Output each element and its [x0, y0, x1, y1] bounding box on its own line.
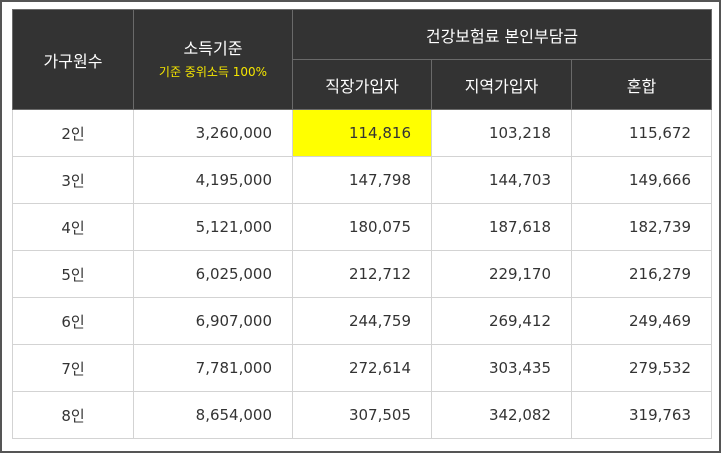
table-row: 6인 6,907,000 244,759 269,412 249,469 [12, 297, 713, 345]
cell-household-size: 6인 [12, 297, 134, 345]
cell-employee: 147,798 [292, 156, 432, 204]
cell-regional: 229,170 [431, 250, 572, 298]
cell-household-size: 7인 [12, 344, 134, 392]
table-row: 8인 8,654,000 307,505 342,082 319,763 [12, 391, 713, 439]
header-mixed: 혼합 [570, 59, 713, 110]
table-row: 5인 6,025,000 212,712 229,170 216,279 [12, 250, 713, 298]
cell-regional: 342,082 [431, 391, 572, 439]
cell-mixed: 216,279 [570, 250, 713, 298]
cell-household-size: 3인 [12, 156, 134, 204]
table-row: 3인 4,195,000 147,798 144,703 149,666 [12, 156, 713, 204]
header-income-note: 기준 중위소득 100% [158, 65, 268, 79]
cell-income: 7,781,000 [133, 344, 293, 392]
header-employee: 직장가입자 [292, 59, 432, 110]
cell-mixed: 115,672 [570, 109, 713, 157]
cell-mixed: 182,739 [570, 203, 713, 251]
cell-regional: 303,435 [431, 344, 572, 392]
header-income-standard-label: 소득기준 [183, 39, 243, 58]
cell-mixed: 249,469 [570, 297, 713, 345]
cell-mixed: 319,763 [570, 391, 713, 439]
cell-regional: 144,703 [431, 156, 572, 204]
table-row: 4인 5,121,000 180,075 187,618 182,739 [12, 203, 713, 251]
cell-household-size: 2인 [12, 109, 134, 157]
cell-regional: 187,618 [431, 203, 572, 251]
header-income-standard: 소득기준 기준 중위소득 100% [133, 9, 293, 110]
cell-employee: 272,614 [292, 344, 432, 392]
cell-income: 6,025,000 [133, 250, 293, 298]
table-row: 7인 7,781,000 272,614 303,435 279,532 [12, 344, 713, 392]
cell-household-size: 4인 [12, 203, 134, 251]
cell-employee-highlighted: 114,816 [292, 109, 432, 157]
cell-employee: 244,759 [292, 297, 432, 345]
table-row: 2인 3,260,000 114,816 103,218 115,672 [12, 109, 713, 157]
cell-regional: 269,412 [431, 297, 572, 345]
cell-income: 4,195,000 [133, 156, 293, 204]
cell-household-size: 5인 [12, 250, 134, 298]
header-household-size: 가구원수 [12, 9, 134, 110]
cell-employee: 180,075 [292, 203, 432, 251]
cell-income: 5,121,000 [133, 203, 293, 251]
cell-income: 6,907,000 [133, 297, 293, 345]
cell-household-size: 8인 [12, 391, 134, 439]
header-regional: 지역가입자 [431, 59, 572, 110]
cell-income: 8,654,000 [133, 391, 293, 439]
cell-regional: 103,218 [431, 109, 572, 157]
header-premium-group: 건강보험료 본인부담금 [291, 9, 713, 60]
health-insurance-table: 가구원수 소득기준 기준 중위소득 100% 건강보험료 본인부담금 직장가입자… [12, 9, 713, 439]
cell-employee: 212,712 [292, 250, 432, 298]
cell-income: 3,260,000 [133, 109, 293, 157]
cell-mixed: 149,666 [570, 156, 713, 204]
cell-mixed: 279,532 [570, 344, 713, 392]
cell-employee: 307,505 [292, 391, 432, 439]
